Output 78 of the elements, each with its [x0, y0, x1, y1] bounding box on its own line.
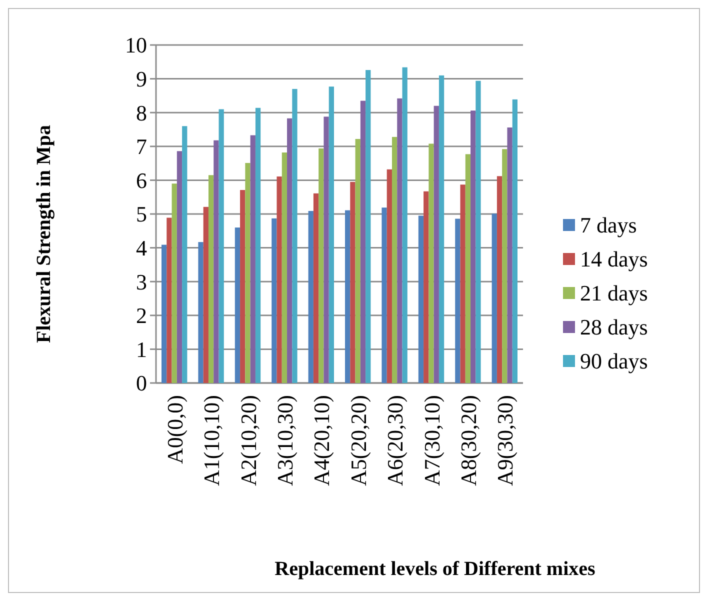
x-tick-label: A7(30,10) — [419, 395, 444, 486]
bar — [272, 218, 277, 383]
bar — [496, 176, 502, 383]
bar — [318, 148, 324, 383]
legend-label: 28 days — [580, 314, 648, 340]
x-tick-label: A1(10,10) — [199, 395, 224, 486]
bar — [255, 108, 261, 383]
x-axis-title: Replacement levels of Different mixes — [274, 558, 596, 580]
bar — [287, 118, 292, 383]
y-tick-label: 2 — [136, 303, 147, 328]
bar — [203, 206, 208, 383]
x-tick-label: A2(10,20) — [236, 395, 261, 486]
bar — [324, 116, 329, 383]
bar — [234, 228, 240, 383]
bar — [455, 218, 460, 383]
y-axis-title: Flexural Strength in Mpa — [33, 125, 55, 343]
legend-label: 14 days — [580, 246, 648, 272]
y-tick-label: 10 — [125, 32, 147, 58]
bar — [292, 88, 298, 383]
bar — [438, 75, 444, 383]
bar — [424, 191, 429, 383]
bar — [366, 70, 371, 383]
x-tick-label: A8(30,20) — [456, 395, 481, 486]
bar — [214, 140, 219, 383]
bar — [250, 135, 256, 383]
y-tick-label: 8 — [136, 100, 147, 126]
bar — [198, 242, 204, 383]
bar — [328, 86, 334, 383]
y-tick-label: 0 — [136, 370, 147, 396]
bar — [460, 184, 466, 383]
bar — [276, 176, 282, 383]
x-tick-label: A9(30,30) — [492, 395, 518, 486]
bar — [397, 98, 402, 383]
bar — [182, 126, 188, 383]
bar — [476, 80, 481, 383]
bar — [176, 151, 182, 383]
y-tick-label: 7 — [136, 134, 147, 160]
bar — [282, 152, 288, 383]
bar — [386, 169, 392, 383]
bar — [360, 100, 366, 383]
bar — [507, 127, 512, 383]
bar — [502, 149, 508, 383]
bar — [434, 106, 439, 383]
bar — [512, 99, 518, 383]
y-tick-label: 5 — [136, 202, 147, 227]
bar — [350, 182, 356, 383]
bar — [470, 110, 476, 383]
bar — [428, 144, 434, 383]
bar — [492, 214, 497, 383]
bar — [402, 67, 408, 383]
bar — [166, 218, 172, 383]
bar — [465, 154, 471, 383]
bar — [172, 184, 177, 383]
x-tick-label: A6(20,30) — [382, 395, 408, 486]
bar — [392, 136, 398, 383]
bar — [240, 190, 246, 383]
bar — [382, 208, 387, 383]
bar — [418, 216, 424, 383]
y-tick-label: 3 — [136, 269, 147, 294]
bar — [355, 138, 360, 383]
legend-label: 21 days — [580, 280, 648, 306]
y-tick-label: 9 — [136, 66, 147, 92]
y-tick-label: 4 — [136, 236, 147, 260]
bar — [208, 175, 214, 383]
legend-label: 7 days — [580, 212, 637, 238]
legend-label: 90 days — [580, 348, 648, 374]
x-tick-label: A0(0,0) — [162, 395, 188, 464]
bar — [218, 109, 224, 383]
x-tick-label: A5(20,20) — [346, 395, 371, 486]
bar — [313, 193, 319, 383]
bar — [245, 162, 250, 383]
bar — [162, 244, 167, 383]
x-tick-label: A4(20,10) — [309, 395, 334, 486]
bar — [308, 210, 314, 383]
y-tick-label: 6 — [136, 168, 147, 193]
y-tick-label: 1 — [136, 336, 147, 362]
x-tick-label: A3(10,30) — [272, 395, 298, 486]
bar — [345, 210, 350, 383]
